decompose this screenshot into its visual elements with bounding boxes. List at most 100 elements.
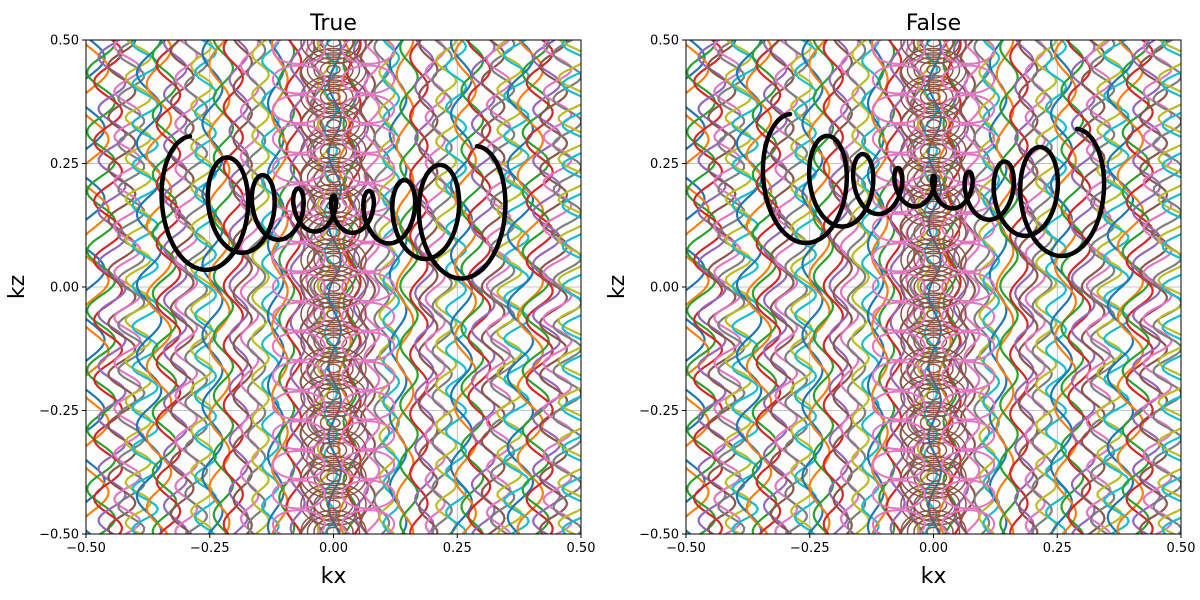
left-bg-curve-46 <box>363 40 381 534</box>
right-highlight-spiral <box>760 111 1107 259</box>
left-center-ellipse-78 <box>306 106 361 142</box>
right-center-ellipse-44 <box>900 292 967 336</box>
right-center-ellipse-5 <box>926 499 941 510</box>
right-center-ellipse-30 <box>926 363 941 374</box>
right-pink-arc-108 <box>941 331 996 362</box>
left-pink-arc-105 <box>271 360 326 391</box>
left-bg-curve-69 <box>502 40 530 534</box>
right-center-ellipse-85 <box>926 64 941 75</box>
right-pink-arc-115 <box>871 212 926 243</box>
right-center-ellipse-21 <box>919 413 948 433</box>
left-center-ellipse-67 <box>313 164 354 192</box>
left-bg-curve-54 <box>413 40 435 534</box>
right-bg-curve-71 <box>1116 40 1145 534</box>
right-pink-arc-128 <box>941 40 996 65</box>
right-center-ellipse-81 <box>919 87 948 106</box>
right-bg-curve-48 <box>978 40 997 534</box>
right-bg-curve-79 <box>1161 40 1181 534</box>
right-xtick-label-1: −0.25 <box>790 541 830 556</box>
left-ytick-label-1: −0.25 <box>39 404 79 419</box>
left-center-ellipse-89 <box>300 47 367 92</box>
right-title: False <box>906 11 961 36</box>
left-bg-curve-47 <box>373 40 391 534</box>
right-bg-curve-49 <box>982 40 1001 534</box>
right-pink-arc-99 <box>871 449 926 480</box>
right-center-ellipse-39 <box>900 319 967 364</box>
left-center-ellipse-37 <box>313 327 354 355</box>
left-bg-curve-37 <box>309 40 325 534</box>
right-center-ellipse-18 <box>906 432 961 468</box>
left-bg-curve-21 <box>208 40 231 534</box>
left-ytick-label-3: 0.25 <box>50 157 79 172</box>
left-pink-arc-106 <box>341 360 396 391</box>
right-center-ellipse-11 <box>919 468 948 487</box>
right-center-ellipse-71 <box>919 142 948 161</box>
left-center-ellipse-34 <box>300 346 367 391</box>
left-pink-arc-126 <box>341 64 396 95</box>
left-center-ellipse-44 <box>300 292 367 336</box>
left-bg-curve-12 <box>151 40 178 534</box>
right-center-ellipse-50 <box>926 254 941 265</box>
right-center-ellipse-32 <box>913 355 954 382</box>
right-ticks: −0.50−0.50 −0.25 −0.25 0.00 0.00 0.25 0.25 0.50… <box>639 34 1195 557</box>
left-center-ellipse-55 <box>326 227 341 238</box>
left-bg-curve-48 <box>378 40 397 534</box>
right-center-ellipse-76 <box>919 114 948 134</box>
right-bg-curve-54 <box>1013 40 1035 534</box>
right-bg-curve-20 <box>801 40 824 534</box>
left-bg-curve-51 <box>395 40 415 534</box>
right-highlight-group <box>760 111 1107 259</box>
left-title: True <box>309 11 357 36</box>
left-center-ellipse-80 <box>326 91 341 102</box>
left-bg-curve-49 <box>382 40 401 534</box>
left-bg-curve-52 <box>399 40 419 534</box>
right-bg-curve-33 <box>885 40 903 534</box>
right-pink-arc-121 <box>871 123 926 154</box>
left-center-ellipse-25 <box>326 390 341 401</box>
right-center-ellipse-40 <box>926 309 941 320</box>
left-pink-arc-107 <box>271 331 326 362</box>
left-ytick-label-2: 0.00 <box>50 281 79 296</box>
right-center-ellipse-3 <box>906 513 961 534</box>
left-bg-curve-68 <box>496 40 523 534</box>
right-center-ellipse-54 <box>900 238 967 282</box>
left-bg-curve-67 <box>489 40 516 534</box>
left-ytick-label-0: −0.50 <box>39 528 79 543</box>
left-center-ellipse-29 <box>300 373 367 418</box>
right-xtick-label-2: 0.00 <box>919 541 948 556</box>
right-bg-curve-10 <box>735 40 763 534</box>
right-center-ellipse-48 <box>906 269 961 305</box>
left-center-ellipse-45 <box>326 282 341 292</box>
left-center-ellipse-4 <box>300 509 367 534</box>
left-bg-curve-20 <box>201 40 224 534</box>
left-highlight-group <box>159 134 508 281</box>
left-bg-curve-23 <box>222 40 245 534</box>
left-center-ellipse-75 <box>326 119 341 129</box>
right-bg-curve-26 <box>839 40 860 534</box>
left-pink-arc-114 <box>341 242 396 273</box>
right-center-ellipse-8 <box>906 486 961 522</box>
left-pink-arc-100 <box>341 449 396 480</box>
left-center-ellipse-46 <box>319 277 348 297</box>
left-center-ellipse-63 <box>306 187 361 224</box>
right-pink-arc-127 <box>871 40 926 65</box>
right-center-ellipse-52 <box>913 246 954 274</box>
right-ytick-label-1: −0.25 <box>639 404 679 419</box>
right-bg-curve-63 <box>1067 40 1092 534</box>
right-center-ellipse-70 <box>926 146 941 157</box>
right-bg-curve-78 <box>1157 40 1181 534</box>
right-center-ellipse-29 <box>900 373 967 418</box>
right-center-ellipse-46 <box>919 277 948 297</box>
left-center-ellipse-30 <box>326 363 341 374</box>
left-center-ellipse-77 <box>313 110 354 138</box>
right-pink-arc-109 <box>871 301 926 332</box>
left-xtick-label-3: 0.25 <box>443 541 472 556</box>
right-ytick-label-0: −0.50 <box>639 528 679 543</box>
left-ytick-label-4: 0.50 <box>50 34 79 49</box>
left-xtick-label-1: −0.25 <box>190 541 230 556</box>
right-center-ellipse-89 <box>900 47 967 92</box>
left-center-ellipse-7 <box>313 491 354 518</box>
left-bg-curve-66 <box>485 40 512 534</box>
left-ylabel: kz <box>5 275 30 299</box>
right-bg-curve-0 <box>686 40 706 534</box>
